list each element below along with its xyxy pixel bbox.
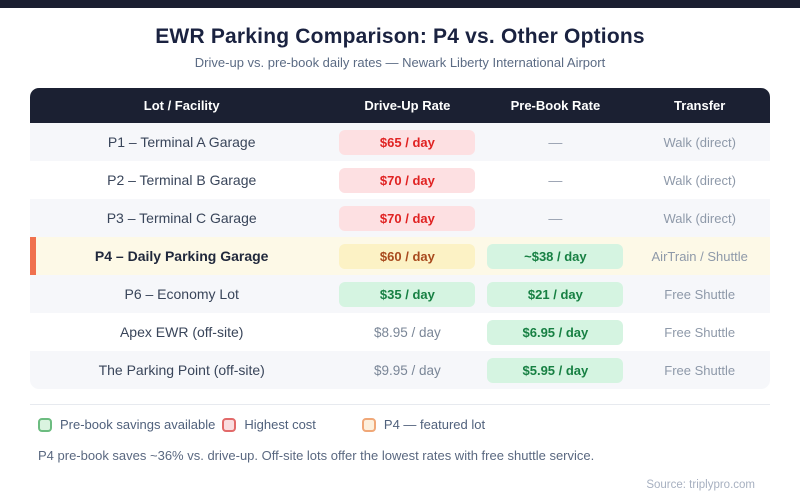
table-row: Apex EWR (off-site) $8.95 / day $6.95 / … — [30, 313, 770, 351]
prebook-rate-badge: ~$38 / day — [487, 243, 624, 269]
legend-item-featured-lot: P4 — featured lot — [361, 417, 486, 432]
transfer-mode: AirTrain / Shuttle — [651, 248, 748, 264]
red-swatch-icon — [222, 417, 237, 432]
prebook-rate: — — [548, 134, 563, 150]
orange-swatch-icon — [361, 417, 376, 432]
table-row: The Parking Point (off-site) $9.95 / day… — [30, 351, 770, 389]
legend-item-prebook-savings: Pre-book savings available — [38, 417, 215, 432]
green-swatch-icon — [38, 417, 52, 432]
column-header-lot: Lot / Facility — [143, 98, 220, 113]
driveup-rate: $9.95 / day — [373, 362, 441, 378]
transfer-mode: Free Shuttle — [664, 286, 736, 302]
legend-label: Pre-book savings available — [60, 417, 216, 432]
legend-label: P4 — featured lot — [383, 417, 486, 432]
prebook-rate: — — [548, 210, 563, 226]
lot-name: P6 – Economy Lot — [124, 286, 239, 302]
driveup-rate-badge: $65 / day — [339, 129, 476, 155]
table-row: P2 – Terminal B Garage $70 / day — Walk … — [30, 161, 770, 199]
legend: Pre-book savings available Highest cost … — [38, 417, 770, 432]
lot-name: Apex EWR (off-site) — [119, 324, 244, 340]
page-subtitle: Drive-up vs. pre-book daily rates — Newa… — [194, 55, 606, 70]
column-header-driveup: Drive-Up Rate — [364, 98, 451, 113]
lot-name: P2 – Terminal B Garage — [107, 172, 257, 188]
divider — [30, 404, 770, 405]
lot-name: The Parking Point (off-site) — [98, 362, 265, 378]
p4-accent-bar — [30, 237, 36, 275]
column-header-prebook: Pre-Book Rate — [510, 98, 601, 113]
legend-item-highest-cost: Highest cost — [222, 417, 316, 432]
lot-name: P4 – Daily Parking Garage — [94, 248, 269, 264]
prebook-rate-badge: $5.95 / day — [487, 357, 624, 383]
transfer-mode: Walk (direct) — [663, 134, 736, 150]
driveup-rate-badge: $60 / day — [339, 243, 476, 269]
lot-name: P1 – Terminal A Garage — [107, 134, 256, 150]
page-title: EWR Parking Comparison: P4 vs. Other Opt… — [155, 25, 645, 48]
driveup-rate-badge: $70 / day — [339, 205, 476, 231]
driveup-rate-badge: $70 / day — [339, 167, 476, 193]
transfer-mode: Free Shuttle — [664, 362, 736, 378]
prebook-rate: — — [548, 172, 563, 188]
prebook-rate-badge: $6.95 / day — [487, 319, 624, 345]
legend-label: Highest cost — [244, 417, 316, 432]
driveup-rate-badge: $35 / day — [339, 281, 476, 307]
comparison-table: Lot / Facility Drive-Up Rate Pre-Book Ra… — [30, 88, 770, 389]
lot-name: P3 – Terminal C Garage — [106, 210, 257, 226]
transfer-mode: Free Shuttle — [664, 324, 736, 340]
table-header-row: Lot / Facility Drive-Up Rate Pre-Book Ra… — [30, 88, 770, 123]
column-header-transfer: Transfer — [674, 98, 726, 113]
source-attribution: Source: triplypro.com — [646, 479, 755, 491]
transfer-mode: Walk (direct) — [663, 172, 736, 188]
prebook-rate-badge: $21 / day — [487, 281, 624, 307]
summary-note: P4 pre-book saves ~36% vs. drive-up. Off… — [38, 448, 595, 463]
transfer-mode: Walk (direct) — [663, 210, 736, 226]
table-row: P3 – Terminal C Garage $70 / day — Walk … — [30, 199, 770, 237]
driveup-rate: $8.95 / day — [373, 324, 441, 340]
table-row: P1 – Terminal A Garage $65 / day — Walk … — [30, 123, 770, 161]
table-row-featured-p4: P4 – Daily Parking Garage $60 / day ~$38… — [30, 237, 770, 275]
top-accent-bar — [0, 0, 800, 8]
table-row: P6 – Economy Lot $35 / day $21 / day Fre… — [30, 275, 770, 313]
